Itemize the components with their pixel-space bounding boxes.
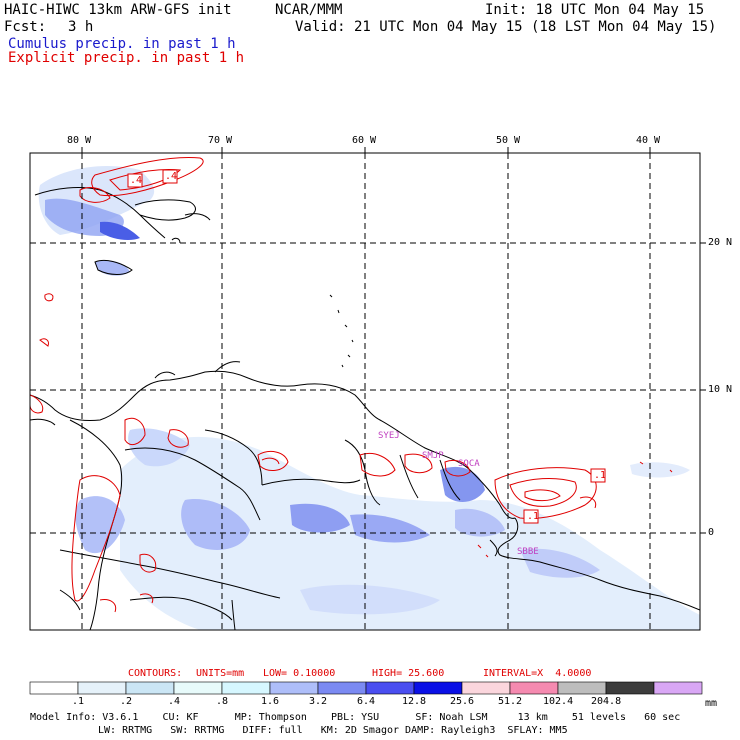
station-label-syej: SYEJ	[378, 431, 400, 441]
contour-label: .4	[165, 171, 178, 182]
model-title: HAIC-HIWC 13km ARW-GFS init	[4, 2, 232, 18]
station-label-smjp: SMJP	[422, 451, 444, 461]
legend-tick: .4	[168, 696, 181, 707]
legend-tick: 6.4	[357, 696, 376, 707]
lon-label-40w: 40 W	[636, 135, 661, 146]
legend-tick: 1.6	[261, 696, 280, 707]
station-label-soca: SOCA	[458, 459, 480, 469]
contour-label-boxes	[127, 169, 606, 524]
lat-label-10n: 10 N	[708, 384, 733, 395]
legend-tick: 204.8	[591, 696, 622, 707]
cumulus-line-label: Cumulus precip. in past 1 h	[8, 36, 236, 52]
physics-info-line: LW: RRTMG SW: RRTMG DIFF: full KM: 2D Sm…	[98, 725, 568, 736]
legend-tick: 25.6	[450, 696, 475, 707]
legend-tick: .1	[72, 696, 85, 707]
explicit-line-label: Explicit precip. in past 1 h	[8, 50, 245, 66]
contour-label: .1	[527, 511, 540, 522]
contours-label: CONTOURS:	[128, 668, 183, 679]
legend-tick: 102.4	[543, 696, 574, 707]
lat-label-0: 0	[708, 527, 715, 538]
contour-label: .4	[130, 175, 143, 186]
lon-label-60w: 60 W	[352, 135, 377, 146]
fcst-label: Fcst:	[4, 19, 47, 35]
legend-tick: 3.2	[309, 696, 328, 707]
fcst-value: 3 h	[68, 19, 94, 35]
contours-interval: INTERVAL=X 4.0000	[483, 668, 592, 679]
legend-tick: .8	[216, 696, 229, 707]
lon-label-50w: 50 W	[496, 135, 521, 146]
init-time: Init: 18 UTC Mon 04 May 15	[485, 2, 705, 18]
contours-high: HIGH= 25.600	[372, 668, 445, 679]
lon-label-70w: 70 W	[208, 135, 233, 146]
lat-lon-grid	[30, 153, 700, 630]
axis-ticks	[81, 147, 706, 534]
legend-tick: 51.2	[498, 696, 523, 707]
legend-tick: .2	[120, 696, 133, 707]
lon-label-80w: 80 W	[67, 135, 92, 146]
valid-time: Valid: 21 UTC Mon 04 May 15 (18 LST Mon …	[295, 19, 717, 35]
lat-label-20n: 20 N	[708, 237, 733, 248]
station-label-sbbe: SBBE	[517, 547, 539, 557]
cumulus-precip-areas	[38, 165, 700, 630]
legend-unit: mm	[705, 698, 718, 709]
model-info-line: Model Info: V3.6.1 CU: KF MP: Thompson P…	[30, 712, 681, 723]
contour-label: .1	[594, 470, 607, 481]
contours-low: LOW= 0.10000	[263, 668, 336, 679]
contours-units: UNITS=mm	[196, 668, 245, 679]
legend-tick: 12.8	[402, 696, 427, 707]
org-label: NCAR/MMM	[275, 2, 343, 18]
